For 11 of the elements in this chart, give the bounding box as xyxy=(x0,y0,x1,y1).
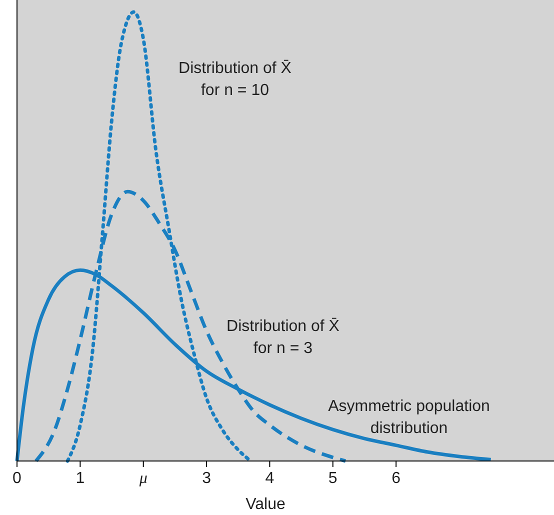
x-tick-label: 0 xyxy=(12,470,22,487)
x-tick-label: 1 xyxy=(76,470,85,487)
x-tick-label: 3 xyxy=(202,470,212,487)
annotation: Asymmetric population distribution xyxy=(328,398,490,437)
x-axis-title: Value xyxy=(246,496,286,513)
annotation: Distribution of X̄ for n = 10 xyxy=(178,60,292,99)
annotation: Distribution of X̄ for n = 3 xyxy=(226,318,340,357)
x-tick-label: 5 xyxy=(328,470,338,487)
x-tick-label: 6 xyxy=(392,470,401,487)
x-tick-label: μ xyxy=(138,470,148,487)
x-tick-label: 4 xyxy=(265,470,274,487)
